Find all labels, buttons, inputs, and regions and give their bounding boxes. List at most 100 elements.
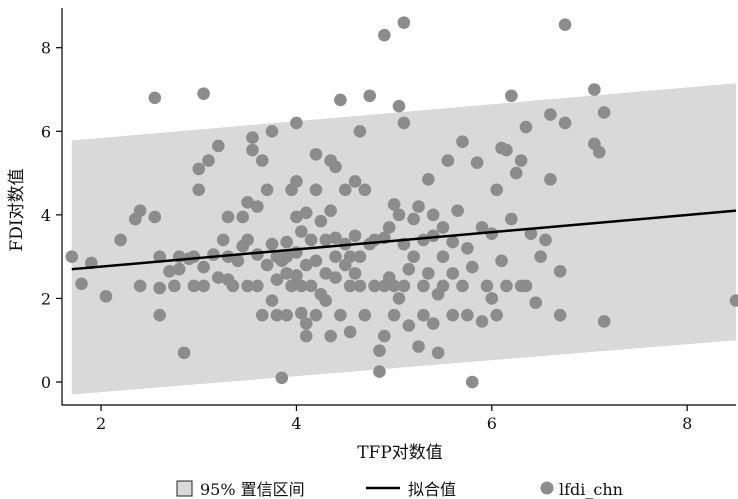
data-point	[407, 212, 420, 226]
data-point	[285, 279, 298, 293]
data-point	[309, 147, 323, 161]
axes: 2 4 6 8 0 2 4 6 8	[41, 8, 736, 433]
data-point	[260, 183, 274, 197]
y-tick-label: 6	[41, 122, 51, 141]
data-point	[505, 212, 518, 226]
data-point	[265, 124, 279, 138]
data-point	[99, 290, 113, 303]
data-point	[558, 116, 572, 130]
data-point	[353, 124, 367, 138]
data-point	[334, 308, 347, 322]
data-point	[329, 160, 342, 174]
data-point	[387, 308, 401, 322]
data-point	[348, 229, 362, 243]
data-point	[187, 279, 201, 293]
x-tick-label: 8	[682, 414, 692, 433]
data-point	[441, 154, 455, 167]
data-point	[436, 221, 450, 234]
data-point	[255, 154, 269, 167]
data-point	[597, 106, 611, 119]
data-point	[392, 208, 406, 222]
data-point	[275, 371, 289, 385]
data-point	[236, 210, 250, 224]
data-point	[148, 91, 162, 105]
data-point	[295, 225, 308, 238]
data-point	[338, 183, 352, 197]
y-tick-label: 2	[41, 289, 51, 308]
data-point	[387, 198, 401, 211]
data-point	[270, 308, 284, 322]
data-point	[431, 346, 445, 360]
data-point	[153, 281, 166, 295]
data-point	[529, 296, 543, 309]
data-point	[172, 262, 186, 276]
data-point	[280, 267, 293, 280]
data-point	[519, 279, 533, 293]
data-point	[177, 346, 191, 360]
data-point	[592, 145, 606, 159]
data-point	[412, 200, 425, 213]
data-point	[553, 264, 567, 278]
data-point	[368, 279, 381, 293]
data-point	[451, 204, 464, 217]
y-tick-label: 0	[41, 373, 51, 392]
data-point	[363, 89, 376, 103]
data-point	[324, 329, 337, 343]
data-point	[422, 173, 435, 186]
data-point	[500, 279, 513, 293]
data-point	[461, 241, 474, 255]
data-point	[270, 273, 284, 286]
data-point	[329, 231, 342, 245]
data-point	[544, 108, 557, 121]
data-point	[309, 183, 323, 197]
data-point	[475, 315, 489, 328]
data-point	[534, 250, 547, 263]
data-point	[202, 154, 215, 167]
legend-label-fitted-line: 拟合值	[408, 480, 456, 499]
data-point	[397, 16, 411, 29]
data-point	[465, 260, 479, 274]
data-point	[207, 248, 220, 261]
data-point	[426, 208, 440, 222]
data-point	[407, 250, 420, 263]
data-point	[197, 87, 210, 100]
data-point	[187, 250, 201, 263]
data-point	[378, 28, 391, 42]
data-point	[485, 292, 499, 305]
data-point	[314, 214, 328, 228]
data-point	[241, 279, 254, 293]
data-point	[246, 143, 259, 157]
data-point	[153, 308, 166, 322]
data-point	[153, 250, 166, 263]
data-point	[373, 344, 386, 357]
data-point	[485, 227, 499, 240]
data-point	[475, 221, 489, 234]
data-point	[197, 260, 210, 274]
data-point	[397, 279, 411, 293]
y-tick-label: 4	[41, 206, 51, 225]
data-point	[309, 254, 323, 268]
data-point	[470, 156, 484, 169]
data-point	[597, 315, 611, 328]
data-point	[490, 183, 503, 197]
data-point	[299, 258, 313, 272]
data-point	[211, 139, 225, 153]
data-point	[255, 308, 269, 322]
data-point	[265, 294, 279, 307]
data-point	[163, 264, 176, 278]
data-point	[446, 308, 460, 322]
data-point	[192, 162, 206, 176]
data-point	[251, 279, 264, 293]
x-axis-title: TFP对数值	[357, 443, 443, 463]
data-point	[387, 279, 401, 293]
data-point	[553, 308, 567, 322]
data-point	[299, 317, 313, 330]
data-point	[211, 271, 225, 284]
legend-swatch-confidence-band	[176, 480, 193, 497]
legend: 95% 置信区间 拟合值 lfdi_chn	[176, 480, 623, 499]
data-point	[417, 308, 430, 322]
data-point	[509, 166, 523, 180]
data-point	[290, 269, 303, 282]
data-point	[456, 135, 469, 149]
